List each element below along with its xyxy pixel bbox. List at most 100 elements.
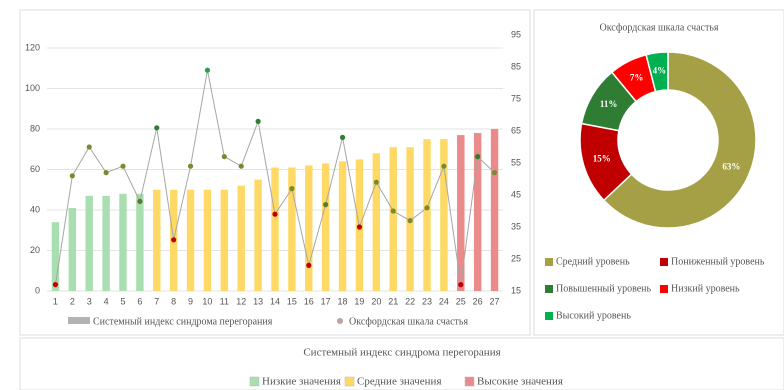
legend-swatch xyxy=(545,312,553,320)
marker xyxy=(137,198,143,204)
slice-label: 11% xyxy=(600,99,618,109)
marker xyxy=(187,163,194,169)
bar xyxy=(203,189,212,291)
x-tick-label: 13 xyxy=(253,296,263,306)
marker xyxy=(356,224,363,230)
marker xyxy=(424,205,430,211)
marker xyxy=(289,186,295,192)
legend-label: Высокий уровень xyxy=(556,310,631,321)
marker xyxy=(120,163,126,169)
y-tick-label: 120 xyxy=(25,42,40,52)
y-tick-label: 20 xyxy=(30,245,40,255)
legend-swatch xyxy=(660,285,668,293)
x-tick-label: 8 xyxy=(171,296,176,306)
marker xyxy=(86,144,92,150)
x-tick-label: 24 xyxy=(439,296,449,306)
bar xyxy=(288,167,296,291)
legend-label: Низкие значения xyxy=(262,376,341,388)
bar xyxy=(473,133,482,291)
marker xyxy=(204,67,211,73)
bar xyxy=(372,153,381,291)
marker xyxy=(52,282,59,288)
x-tick-label: 17 xyxy=(321,296,331,306)
legend-swatch xyxy=(660,258,668,266)
bar xyxy=(51,222,60,291)
y-tick-label: 80 xyxy=(30,123,40,133)
bar xyxy=(457,135,465,291)
bar xyxy=(186,189,195,291)
bar xyxy=(119,193,127,291)
marker xyxy=(390,208,396,214)
right-panel xyxy=(533,9,784,336)
x-tick-label: 2 xyxy=(70,296,75,306)
marker xyxy=(221,154,227,160)
x-tick-label: 19 xyxy=(354,296,364,306)
x-tick-label: 25 xyxy=(456,296,466,306)
legend-label: Оксфордская шкала счастья xyxy=(349,316,468,327)
marker xyxy=(491,170,498,176)
marker xyxy=(255,118,261,124)
bar xyxy=(254,179,262,291)
marker xyxy=(323,202,329,208)
bottom-title: Системный индекс синдрома перегорания xyxy=(303,347,500,359)
slice-label: 63% xyxy=(722,161,740,171)
bar xyxy=(153,189,161,291)
bar xyxy=(321,163,330,291)
x-tick-label: 22 xyxy=(405,296,415,306)
x-tick-label: 9 xyxy=(188,296,193,306)
marker xyxy=(339,134,346,140)
donut-slice xyxy=(645,51,669,93)
legend-swatch xyxy=(68,317,90,324)
marker xyxy=(171,237,177,243)
y-tick-label: 0 xyxy=(35,285,40,295)
x-tick-label: 5 xyxy=(120,296,125,306)
marker xyxy=(272,211,278,217)
bar xyxy=(68,207,77,291)
marker xyxy=(103,170,109,176)
x-tick-label: 12 xyxy=(236,296,246,306)
x-tick-label: 16 xyxy=(304,296,314,306)
bottom-panel xyxy=(19,337,784,390)
legend-swatch xyxy=(344,376,355,387)
x-tick-label: 10 xyxy=(202,296,212,306)
bar xyxy=(136,193,144,291)
x-tick-label: 21 xyxy=(388,296,398,306)
marker xyxy=(475,154,481,160)
y2-tick-label: 25 xyxy=(511,253,521,263)
marker xyxy=(458,282,464,288)
legend-label: Низкий уровень xyxy=(671,283,740,294)
y2-tick-label: 35 xyxy=(511,221,521,231)
marker xyxy=(306,262,312,268)
legend-swatch xyxy=(464,376,475,387)
x-tick-label: 27 xyxy=(490,296,500,306)
slice-label: 7% xyxy=(630,73,644,83)
legend-label: Высокие значения xyxy=(477,376,563,388)
legend-label: Системный индекс синдрома перегорания xyxy=(93,316,273,327)
legend-swatch xyxy=(337,318,343,324)
marker xyxy=(154,125,160,131)
legend-swatch xyxy=(545,258,553,266)
y-tick-label: 100 xyxy=(25,83,40,93)
marker xyxy=(69,173,75,179)
x-tick-label: 14 xyxy=(270,296,280,306)
x-tick-label: 6 xyxy=(137,296,142,306)
x-tick-label: 11 xyxy=(220,296,229,306)
y2-tick-label: 95 xyxy=(511,29,521,39)
slice-label: 15% xyxy=(593,153,611,163)
bar xyxy=(305,165,313,291)
legend-label: Средние значения xyxy=(357,376,442,388)
x-tick-label: 4 xyxy=(104,296,109,306)
y-tick-label: 40 xyxy=(30,204,40,214)
x-tick-label: 1 xyxy=(53,296,58,306)
marker xyxy=(373,179,379,185)
donut-slice xyxy=(602,51,757,229)
y2-tick-label: 15 xyxy=(511,285,521,295)
x-tick-label: 3 xyxy=(87,296,92,306)
bar xyxy=(102,195,110,291)
legend-label: Средний уровень xyxy=(556,256,630,267)
bar xyxy=(423,139,431,291)
legend-swatch xyxy=(249,376,260,387)
y-tick-label: 60 xyxy=(30,164,40,174)
marker xyxy=(238,163,244,169)
